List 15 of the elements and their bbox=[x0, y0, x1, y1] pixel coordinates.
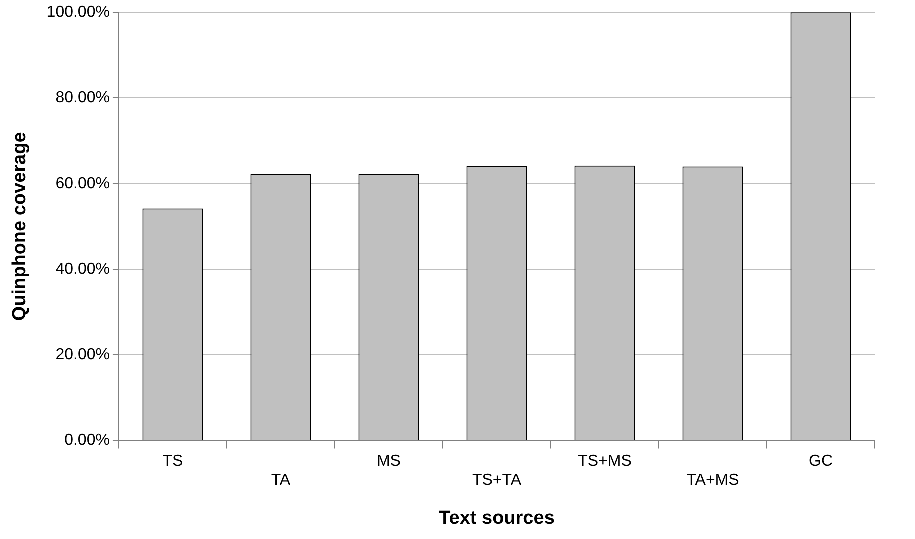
y-tick-label: 80.00% bbox=[56, 90, 110, 107]
x-tick-label: TS+MS bbox=[578, 452, 632, 470]
y-tick-label: 60.00% bbox=[56, 175, 110, 192]
y-tick-label: 100.00% bbox=[46, 4, 110, 22]
x-axis-title: Text sources bbox=[439, 508, 555, 529]
x-tick-label: TS bbox=[162, 452, 184, 470]
y-tick-label: 0.00% bbox=[64, 432, 110, 450]
x-tick-label: TA+MS bbox=[686, 472, 740, 490]
x-tick-label: TS+TA bbox=[472, 472, 522, 490]
x-tick-label: GC bbox=[808, 452, 833, 470]
x-tick-label: TA bbox=[271, 472, 291, 490]
y-tick-label: 20.00% bbox=[56, 346, 110, 364]
y-tick-label: 40.00% bbox=[56, 260, 110, 278]
x-tick-label: MS bbox=[376, 452, 401, 470]
y-axis-title: Quinphone coverage bbox=[10, 132, 31, 322]
